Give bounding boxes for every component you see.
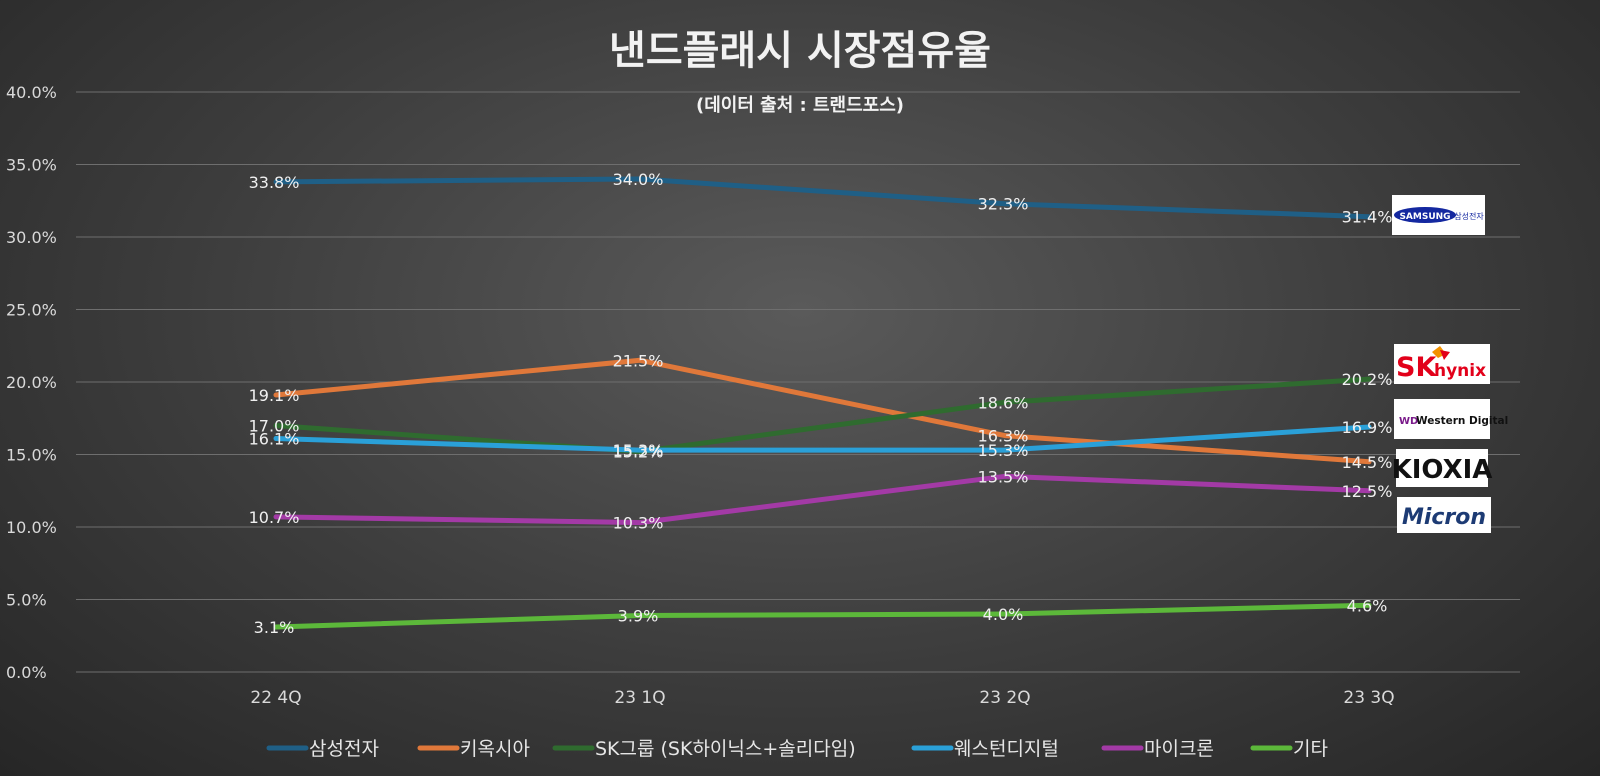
x-axis: 22 4Q 23 1Q 23 2Q 23 3Q [250,688,1394,708]
y-tick-label: 35.0% [6,156,57,175]
y-tick-label: 10.0% [6,518,57,537]
y-tick-label: 20.0% [6,373,57,392]
series-line [273,602,1372,630]
y-tick-label: 30.0% [6,228,57,247]
svg-text:hynix: hynix [1434,361,1486,381]
legend-label: 기타 [1293,738,1328,760]
legend-label: 키옥시아 [460,738,530,760]
data-label: 19.1% [249,386,300,405]
data-label: 16.3% [978,427,1029,446]
legend: 삼성전자 키옥시아 SK그룹 (SK하이닉스+솔리다임) 웨스턴디지털 마이크론 기타 [266,738,1328,760]
y-tick-label: 15.0% [6,446,57,465]
data-labels: 33.8% 34.0% 32.3% 31.4% 19.1% 21.5% 16.3% 14.5%… [249,170,1393,637]
data-label: 32.3% [978,195,1029,214]
svg-text:WD: WD [1399,416,1418,427]
y-tick-label: 5.0% [6,591,47,610]
kioxia-logo: KIOXIA [1392,449,1493,487]
data-label: 18.6% [978,393,1029,412]
data-label: 14.5% [1342,453,1393,472]
data-label: 20.2% [1342,370,1393,389]
chart-subtitle: (데이터 출처 : 트랜드포스) [696,95,904,116]
data-label: 34.0% [613,170,664,189]
svg-text:Western Digital: Western Digital [1416,415,1508,427]
data-label: 16.9% [1342,418,1393,437]
data-label: 10.7% [249,508,300,527]
svg-text:Micron: Micron [1402,505,1486,530]
sk-hynix-logo: SK hynix [1394,344,1490,384]
chart-title: 낸드플래시 시장점유율 [609,28,991,74]
data-label: 31.4% [1342,208,1393,227]
svg-text:KIOXIA: KIOXIA [1392,455,1493,485]
data-label: 17.0% [249,417,300,436]
y-axis: 0.0% 5.0% 10.0% 15.0% 20.0% 25.0% 30.0% 35.0% 40… [6,83,57,682]
grid [76,91,1520,673]
data-label: 16.1% [249,430,300,449]
series-line [273,473,1372,526]
y-tick-label: 25.0% [6,301,57,320]
data-label: 4.0% [983,605,1024,624]
series-line [273,357,1372,465]
y-tick-label: 0.0% [6,663,47,682]
data-label: 33.8% [249,173,300,192]
svg-text:SK: SK [1396,352,1437,383]
data-label: 21.5% [613,351,664,370]
series-line [273,376,1372,455]
micron-logo: Micron [1397,497,1491,533]
x-tick-label: 23 1Q [614,688,665,708]
data-label: 3.1% [254,618,295,637]
legend-label: SK그룹 (SK하이닉스+솔리다임) [595,738,856,760]
western-digital-logo: WD Western Digital [1394,399,1508,439]
legend-label: 웨스턴디지털 [954,738,1059,760]
data-label: 10.3% [613,514,664,533]
series-lines [273,176,1372,630]
data-label: 4.6% [1347,596,1388,615]
data-label: 15.3% [613,441,664,460]
series-line [273,424,1372,453]
legend-label: 마이크론 [1144,738,1214,760]
x-tick-label: 23 3Q [1343,688,1394,708]
data-label: 3.9% [618,606,659,625]
x-tick-label: 22 4Q [250,688,301,708]
data-label: 13.5% [978,467,1029,486]
series-line [273,176,1372,220]
legend-label: 삼성전자 [309,738,379,760]
svg-text:SAMSUNG: SAMSUNG [1399,212,1450,222]
data-label: 15.3% [978,441,1029,460]
data-label: 15.2% [613,443,664,462]
svg-text:삼성전자: 삼성전자 [1454,211,1484,221]
data-label: 12.5% [1342,482,1393,501]
samsung-logo: SAMSUNG 삼성전자 [1392,195,1485,235]
y-tick-label: 40.0% [6,83,57,102]
x-tick-label: 23 2Q [979,688,1030,708]
